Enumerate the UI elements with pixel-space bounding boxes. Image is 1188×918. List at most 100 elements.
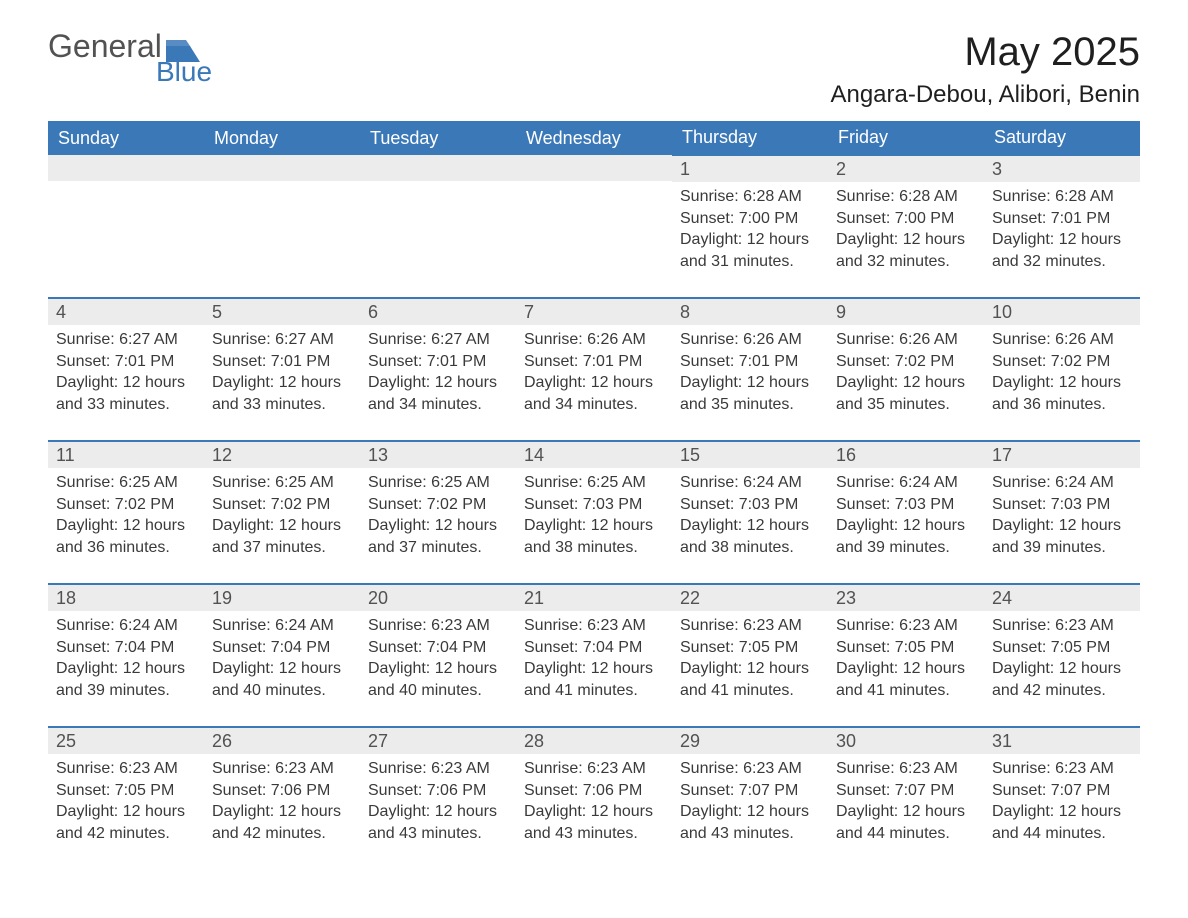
day-details: Sunrise: 6:28 AMSunset: 7:00 PMDaylight:… [672, 182, 828, 278]
logo-text-blue: Blue [156, 58, 212, 86]
sunrise-line: Sunrise: 6:23 AM [836, 615, 976, 637]
sunset-line: Sunset: 7:05 PM [56, 780, 196, 802]
daylight-line: Daylight: 12 hours and 41 minutes. [680, 658, 820, 701]
daylight-line: Daylight: 12 hours and 41 minutes. [836, 658, 976, 701]
calendar-day-cell: 23 Sunrise: 6:23 AMSunset: 7:05 PMDayligh… [828, 584, 984, 727]
calendar-table: SundayMondayTuesdayWednesdayThursdayFrid… [48, 121, 1140, 870]
sunrise-line: Sunrise: 6:25 AM [212, 472, 352, 494]
daylight-line: Daylight: 12 hours and 41 minutes. [524, 658, 664, 701]
sunset-line: Sunset: 7:05 PM [836, 637, 976, 659]
day-details: Sunrise: 6:23 AMSunset: 7:06 PMDaylight:… [204, 754, 360, 850]
calendar-day-cell: 7Sunrise: 6:26 AMSunset: 7:01 PMDaylight… [516, 298, 672, 441]
daylight-line: Daylight: 12 hours and 43 minutes. [680, 801, 820, 844]
daylight-line: Daylight: 12 hours and 39 minutes. [992, 515, 1132, 558]
day-number: 21 [516, 585, 672, 611]
daylight-line: Daylight: 12 hours and 40 minutes. [212, 658, 352, 701]
month-title: May 2025 [830, 30, 1140, 75]
sunrise-line: Sunrise: 6:24 AM [680, 472, 820, 494]
sunrise-line: Sunrise: 6:24 AM [836, 472, 976, 494]
sunrise-line: Sunrise: 6:23 AM [56, 758, 196, 780]
calendar-day-cell: 22Sunrise: 6:23 AMSunset: 7:05 PMDayligh… [672, 584, 828, 727]
calendar-day-cell: 16Sunrise: 6:24 AMSunset: 7:03 PMDayligh… [828, 441, 984, 584]
calendar-day-cell: 18Sunrise: 6:24 AMSunset: 7:04 PMDayligh… [48, 584, 204, 727]
day-number: 29 [672, 728, 828, 754]
day-details: Sunrise: 6:23 AMSunset: 7:05 PMDaylight:… [48, 754, 204, 850]
calendar-day-cell: 19Sunrise: 6:24 AMSunset: 7:04 PMDayligh… [204, 584, 360, 727]
sunset-line: Sunset: 7:04 PM [212, 637, 352, 659]
calendar-day-cell: 6Sunrise: 6:27 AMSunset: 7:01 PMDaylight… [360, 298, 516, 441]
sunrise-line: Sunrise: 6:23 AM [524, 615, 664, 637]
calendar-day-cell: 29Sunrise: 6:23 AMSunset: 7:07 PMDayligh… [672, 727, 828, 870]
calendar-week-row: 4Sunrise: 6:27 AMSunset: 7:01 PMDaylight… [48, 298, 1140, 441]
sunset-line: Sunset: 7:04 PM [524, 637, 664, 659]
day-details: Sunrise: 6:23 AMSunset: 7:07 PMDaylight:… [828, 754, 984, 850]
sunrise-line: Sunrise: 6:27 AM [368, 329, 508, 351]
daylight-line: Daylight: 12 hours and 33 minutes. [212, 372, 352, 415]
day-number [204, 155, 360, 181]
calendar-day-cell [48, 155, 204, 298]
calendar-day-cell: 14Sunrise: 6:25 AMSunset: 7:03 PMDayligh… [516, 441, 672, 584]
calendar-day-cell: 12Sunrise: 6:25 AMSunset: 7:02 PMDayligh… [204, 441, 360, 584]
calendar-day-cell: 10Sunrise: 6:26 AMSunset: 7:02 PMDayligh… [984, 298, 1140, 441]
daylight-line: Daylight: 12 hours and 33 minutes. [56, 372, 196, 415]
calendar-week-row: 1Sunrise: 6:28 AMSunset: 7:00 PMDaylight… [48, 155, 1140, 298]
sunset-line: Sunset: 7:03 PM [524, 494, 664, 516]
day-details: Sunrise: 6:23 AMSunset: 7:06 PMDaylight:… [516, 754, 672, 850]
sunrise-line: Sunrise: 6:28 AM [992, 186, 1132, 208]
day-number: 6 [360, 299, 516, 325]
sunset-line: Sunset: 7:06 PM [212, 780, 352, 802]
sunrise-line: Sunrise: 6:25 AM [56, 472, 196, 494]
daylight-line: Daylight: 12 hours and 43 minutes. [524, 801, 664, 844]
sunrise-line: Sunrise: 6:24 AM [56, 615, 196, 637]
calendar-day-cell [516, 155, 672, 298]
day-number: 23 [828, 585, 984, 611]
day-number: 9 [828, 299, 984, 325]
calendar-day-cell: 3Sunrise: 6:28 AMSunset: 7:01 PMDaylight… [984, 155, 1140, 298]
daylight-line: Daylight: 12 hours and 42 minutes. [212, 801, 352, 844]
sunrise-line: Sunrise: 6:23 AM [680, 615, 820, 637]
calendar-day-cell: 9Sunrise: 6:26 AMSunset: 7:02 PMDaylight… [828, 298, 984, 441]
day-number: 25 [48, 728, 204, 754]
daylight-line: Daylight: 12 hours and 31 minutes. [680, 229, 820, 272]
day-number: 7 [516, 299, 672, 325]
sunrise-line: Sunrise: 6:23 AM [212, 758, 352, 780]
sunrise-line: Sunrise: 6:28 AM [836, 186, 976, 208]
title-block: May 2025 Angara-Debou, Alibori, Benin [830, 30, 1140, 109]
day-details: Sunrise: 6:27 AMSunset: 7:01 PMDaylight:… [360, 325, 516, 421]
weekday-header: Friday [828, 121, 984, 155]
sunset-line: Sunset: 7:04 PM [368, 637, 508, 659]
location-label: Angara-Debou, Alibori, Benin [830, 81, 1140, 109]
calendar-day-cell: 4Sunrise: 6:27 AMSunset: 7:01 PMDaylight… [48, 298, 204, 441]
weekday-header: Monday [204, 121, 360, 155]
weekday-header: Sunday [48, 121, 204, 155]
page-header: General Blue May 2025 Angara-Debou, Alib… [48, 30, 1140, 109]
sunset-line: Sunset: 7:07 PM [836, 780, 976, 802]
daylight-line: Daylight: 12 hours and 44 minutes. [992, 801, 1132, 844]
sunrise-line: Sunrise: 6:24 AM [212, 615, 352, 637]
daylight-line: Daylight: 12 hours and 35 minutes. [680, 372, 820, 415]
daylight-line: Daylight: 12 hours and 38 minutes. [680, 515, 820, 558]
sunset-line: Sunset: 7:01 PM [680, 351, 820, 373]
day-details: Sunrise: 6:28 AMSunset: 7:01 PMDaylight:… [984, 182, 1140, 278]
sunrise-line: Sunrise: 6:28 AM [680, 186, 820, 208]
daylight-line: Daylight: 12 hours and 37 minutes. [212, 515, 352, 558]
sunset-line: Sunset: 7:00 PM [836, 208, 976, 230]
daylight-line: Daylight: 12 hours and 36 minutes. [56, 515, 196, 558]
day-number: 28 [516, 728, 672, 754]
sunset-line: Sunset: 7:04 PM [56, 637, 196, 659]
calendar-day-cell: 30Sunrise: 6:23 AMSunset: 7:07 PMDayligh… [828, 727, 984, 870]
sunrise-line: Sunrise: 6:23 AM [992, 758, 1132, 780]
day-number [48, 155, 204, 181]
sunset-line: Sunset: 7:06 PM [524, 780, 664, 802]
calendar-week-row: 18Sunrise: 6:24 AMSunset: 7:04 PMDayligh… [48, 584, 1140, 727]
sunset-line: Sunset: 7:05 PM [680, 637, 820, 659]
sunrise-line: Sunrise: 6:26 AM [992, 329, 1132, 351]
day-number: 16 [828, 442, 984, 468]
day-details: Sunrise: 6:24 AMSunset: 7:04 PMDaylight:… [204, 611, 360, 707]
calendar-day-cell: 24Sunrise: 6:23 AMSunset: 7:05 PMDayligh… [984, 584, 1140, 727]
sunrise-line: Sunrise: 6:23 AM [836, 758, 976, 780]
sunrise-line: Sunrise: 6:23 AM [368, 615, 508, 637]
sunset-line: Sunset: 7:00 PM [680, 208, 820, 230]
calendar-day-cell: 1Sunrise: 6:28 AMSunset: 7:00 PMDaylight… [672, 155, 828, 298]
sunrise-line: Sunrise: 6:23 AM [992, 615, 1132, 637]
